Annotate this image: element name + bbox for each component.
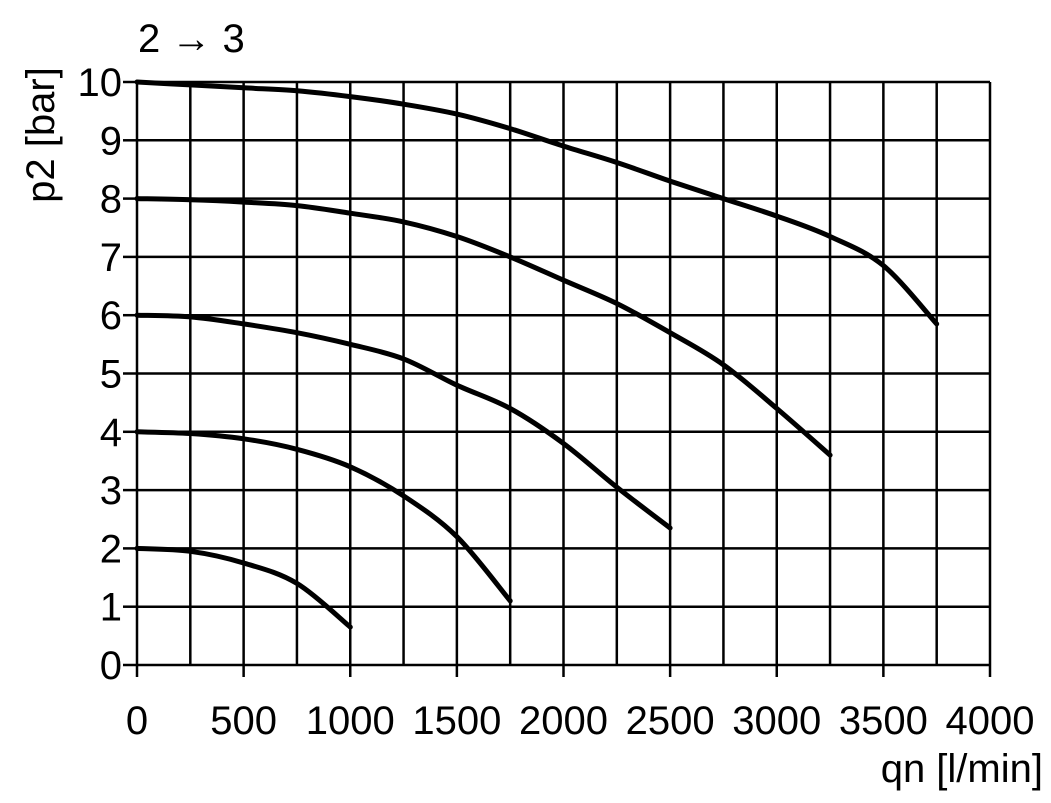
y-tick-label: 4 bbox=[100, 411, 122, 455]
x-tick-label: 1500 bbox=[412, 699, 501, 743]
x-tick-label: 3500 bbox=[839, 699, 928, 743]
y-tick-label: 6 bbox=[100, 294, 122, 338]
series-line-3 bbox=[134, 312, 673, 531]
series-line-4 bbox=[134, 196, 833, 458]
y-tick-label: 5 bbox=[100, 353, 122, 397]
series-line-5 bbox=[134, 79, 940, 327]
series-line-2 bbox=[134, 429, 513, 604]
x-tick-label: 1000 bbox=[306, 699, 395, 743]
y-axis-label: p2 [bar] bbox=[19, 67, 63, 203]
chart-curves bbox=[134, 79, 940, 630]
x-tick-label: 2500 bbox=[626, 699, 715, 743]
chart-grid bbox=[123, 80, 992, 677]
x-tick-label: 500 bbox=[210, 699, 277, 743]
x-tick-labels: 0 500 1000 1500 2000 2500 3000 3500 4000 bbox=[126, 699, 1035, 743]
y-tick-labels: 0 1 2 3 4 5 6 7 8 9 10 bbox=[78, 61, 123, 688]
x-tick-label: 2000 bbox=[519, 699, 608, 743]
y-tick-label: 10 bbox=[78, 61, 123, 105]
y-tick-label: 0 bbox=[100, 644, 122, 688]
x-tick-label: 0 bbox=[126, 699, 148, 743]
x-tick-label: 4000 bbox=[946, 699, 1035, 743]
y-tick-label: 1 bbox=[100, 586, 122, 630]
y-tick-label: 7 bbox=[100, 236, 122, 280]
y-tick-label: 8 bbox=[100, 178, 122, 222]
chart-title: 2 → 3 bbox=[138, 17, 245, 61]
y-tick-label: 3 bbox=[100, 469, 122, 513]
y-tick-label: 9 bbox=[100, 119, 122, 163]
y-tick-label: 2 bbox=[100, 527, 122, 571]
x-tick-label: 3000 bbox=[732, 699, 821, 743]
x-axis-label: qn [l/min] bbox=[881, 747, 1043, 791]
series-line-1 bbox=[134, 545, 353, 630]
